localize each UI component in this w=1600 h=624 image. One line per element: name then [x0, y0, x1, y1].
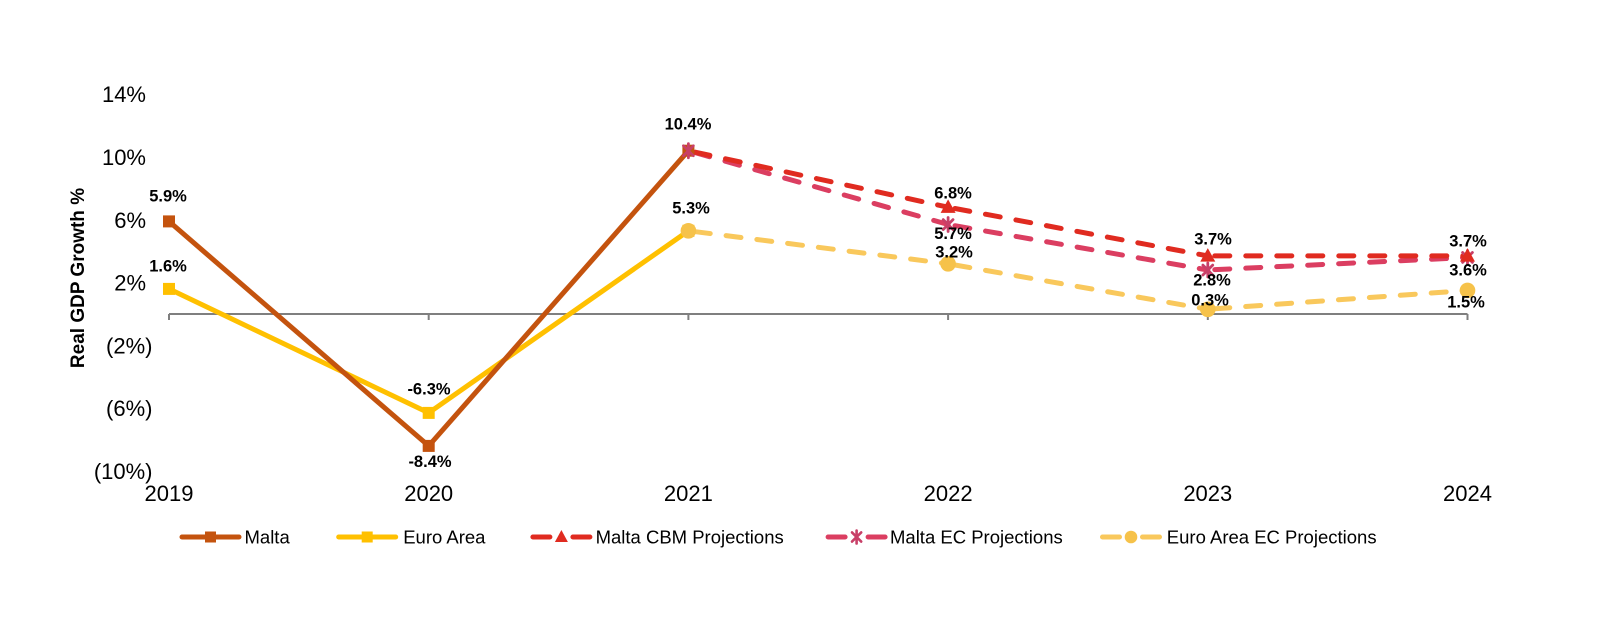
- svg-text:3.7%: 3.7%: [1449, 233, 1487, 251]
- svg-text:5.9%: 5.9%: [149, 188, 187, 206]
- svg-text:2024: 2024: [1443, 481, 1492, 506]
- svg-text:6.8%: 6.8%: [934, 185, 972, 203]
- svg-text:2021: 2021: [664, 481, 713, 506]
- svg-text:3.6%: 3.6%: [1449, 262, 1487, 280]
- svg-text:-8.4%: -8.4%: [408, 453, 451, 471]
- svg-text:Euro Area EC Projections: Euro Area EC Projections: [1167, 527, 1377, 548]
- svg-text:(2%): (2%): [106, 333, 152, 358]
- svg-text:Malta: Malta: [245, 527, 291, 548]
- svg-text:1.6%: 1.6%: [149, 258, 187, 276]
- svg-text:(10%): (10%): [94, 459, 153, 484]
- svg-text:3.7%: 3.7%: [1194, 231, 1232, 249]
- svg-text:1.5%: 1.5%: [1447, 294, 1485, 312]
- svg-text:2%: 2%: [114, 271, 146, 296]
- svg-text:2022: 2022: [924, 481, 973, 506]
- svg-text:14%: 14%: [102, 82, 146, 107]
- svg-text:Euro Area: Euro Area: [403, 527, 486, 548]
- svg-text:2019: 2019: [145, 481, 194, 506]
- svg-text:Real GDP Growth %: Real GDP Growth %: [68, 188, 89, 368]
- svg-text:5.3%: 5.3%: [672, 200, 710, 218]
- svg-text:5.7%: 5.7%: [934, 225, 972, 243]
- svg-text:2.8%: 2.8%: [1193, 272, 1231, 290]
- svg-text:2020: 2020: [404, 481, 453, 506]
- svg-text:2023: 2023: [1183, 481, 1232, 506]
- svg-text:Malta EC Projections: Malta EC Projections: [890, 527, 1063, 548]
- svg-text:(6%): (6%): [106, 396, 152, 421]
- svg-text:10%: 10%: [102, 145, 146, 170]
- svg-text:6%: 6%: [114, 208, 146, 233]
- svg-text:-6.3%: -6.3%: [407, 381, 450, 399]
- svg-text:Malta CBM Projections: Malta CBM Projections: [596, 527, 784, 548]
- svg-text:10.4%: 10.4%: [665, 116, 712, 134]
- svg-text:0.3%: 0.3%: [1191, 292, 1229, 310]
- svg-text:3.2%: 3.2%: [935, 244, 973, 262]
